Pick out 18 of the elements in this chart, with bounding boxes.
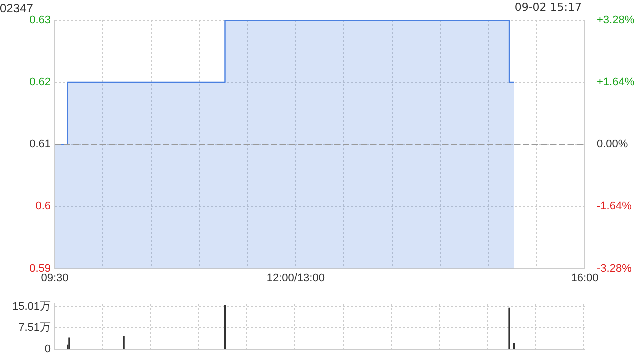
y-tick-label: 0.61	[30, 138, 51, 151]
y2-tick-label: +3.28%	[597, 14, 635, 26]
y2-tick-label: 0.00%	[597, 138, 628, 151]
y-tick-label: 7.51万	[18, 322, 51, 334]
y-tick-label: 0.6	[36, 200, 51, 213]
y-tick-label: 0	[44, 343, 51, 356]
y2-tick-label: -1.64%	[597, 200, 632, 213]
x-tick-label: 16:00	[571, 272, 599, 284]
chart-title: 02347	[0, 2, 34, 16]
y-tick-label: 15.01万	[12, 300, 51, 313]
y-tick-label: 0.63	[30, 14, 51, 26]
x-tick-label: 12:00/13:00	[266, 272, 325, 284]
x-tick-label: 09:30	[41, 272, 69, 284]
y2-tick-label: -3.28%	[597, 262, 632, 275]
text: 09-02 15:17	[514, 1, 582, 14]
y-tick-label: 0.59	[30, 262, 51, 275]
y-tick-label: 0.62	[30, 76, 51, 89]
y2-tick-label: +1.64%	[597, 76, 635, 89]
